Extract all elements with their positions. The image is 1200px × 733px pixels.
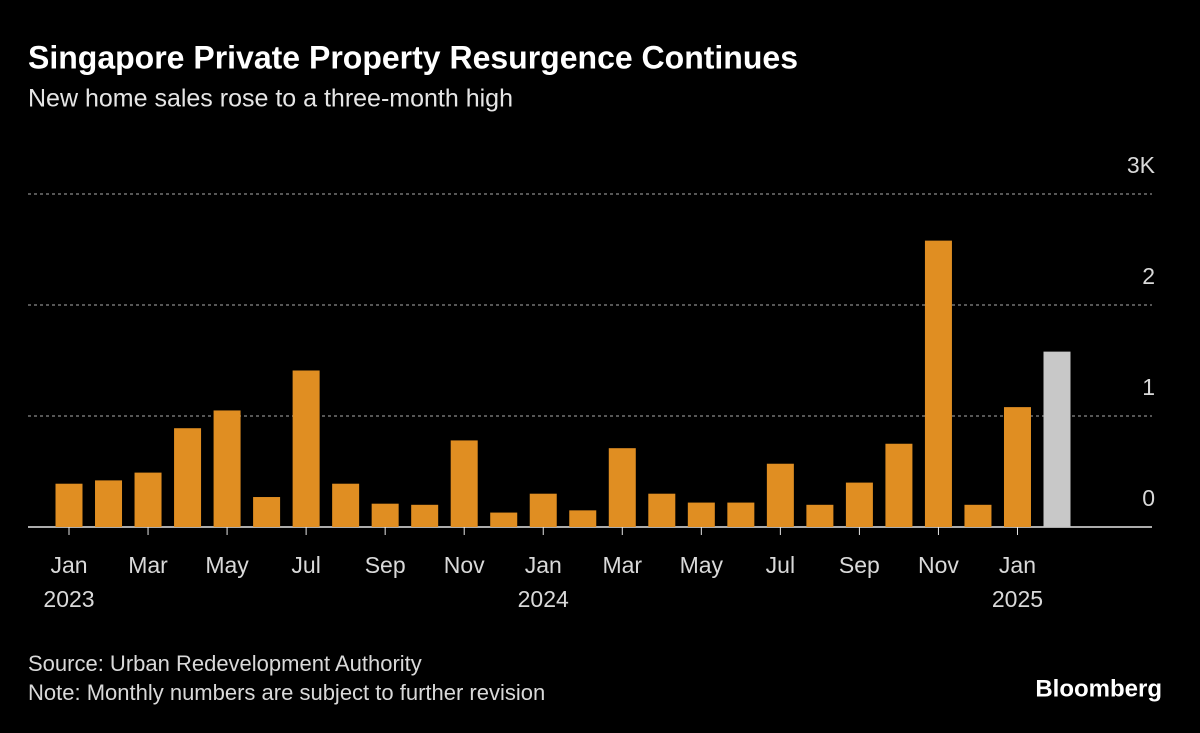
bar — [648, 493, 676, 527]
x-tick-label: Jan — [999, 552, 1036, 578]
y-tick-label: 1 — [1142, 374, 1155, 400]
source: Source: Urban Redevelopment Authority — [28, 651, 422, 676]
bar — [55, 483, 83, 527]
bar — [924, 240, 952, 527]
bar — [134, 472, 162, 527]
brand: Bloomberg — [1035, 675, 1162, 702]
bar — [95, 480, 123, 527]
x-year-label: 2023 — [43, 586, 94, 612]
x-year-label: 2024 — [518, 586, 569, 612]
bar — [253, 497, 281, 527]
note: Note: Monthly numbers are subject to fur… — [28, 680, 545, 705]
bar — [490, 512, 518, 527]
bar — [450, 440, 478, 527]
x-tick-label: Mar — [602, 552, 642, 578]
x-tick-label: Jul — [766, 552, 795, 578]
y-tick-label: 3K — [1127, 152, 1156, 178]
bar — [411, 504, 439, 527]
chart-title: Singapore Private Property Resurgence Co… — [28, 39, 798, 75]
bar — [213, 410, 241, 527]
bar — [806, 504, 834, 527]
bar — [608, 448, 636, 527]
bar — [332, 483, 360, 527]
bar — [569, 510, 597, 527]
x-tick-label: Jan — [525, 552, 562, 578]
bar — [845, 482, 873, 527]
x-tick-label: Nov — [918, 552, 959, 578]
bar — [964, 504, 992, 527]
bar — [727, 502, 755, 527]
x-tick-label: Sep — [365, 552, 406, 578]
bar — [766, 463, 794, 527]
x-tick-label: May — [680, 552, 724, 578]
bar — [292, 370, 320, 527]
bar — [1043, 351, 1071, 527]
bar — [174, 428, 202, 527]
x-tick-label: Jan — [50, 552, 87, 578]
y-tick-label: 2 — [1142, 263, 1155, 289]
x-tick-label: Sep — [839, 552, 880, 578]
x-tick-label: Nov — [444, 552, 485, 578]
bar — [687, 502, 715, 527]
x-tick-label: Mar — [128, 552, 168, 578]
x-tick-label: Jul — [291, 552, 320, 578]
bar — [885, 443, 913, 527]
bar — [371, 503, 399, 527]
bar — [529, 493, 557, 527]
bar — [1003, 407, 1031, 527]
x-tick-label: May — [205, 552, 249, 578]
x-year-label: 2025 — [992, 586, 1043, 612]
y-tick-label: 0 — [1142, 485, 1155, 511]
chart-subtitle: New home sales rose to a three-month hig… — [28, 85, 513, 113]
